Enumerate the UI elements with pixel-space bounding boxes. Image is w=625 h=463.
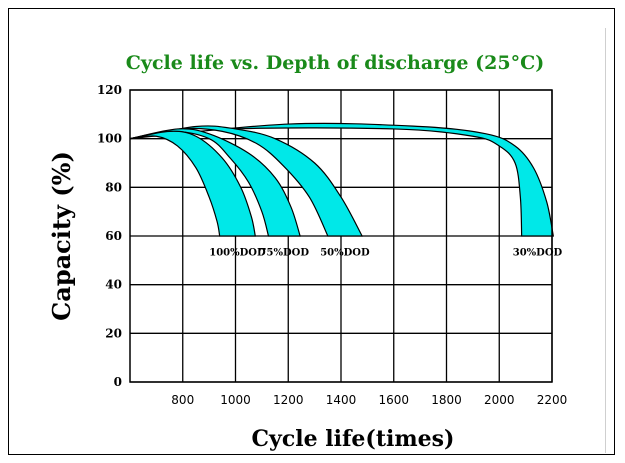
chart-frame — [8, 8, 615, 455]
x-tick-label: 800 — [171, 393, 194, 407]
y-tick-label: 0 — [114, 375, 122, 389]
y-tick-label: 120 — [97, 83, 122, 97]
chart-title: Cycle life vs. Depth of discharge (25°C) — [126, 52, 544, 74]
y-tick-label: 80 — [105, 180, 122, 194]
dod-label: 50%DOD — [320, 247, 370, 258]
bands — [129, 122, 555, 237]
band-50pct-dod — [129, 125, 364, 237]
x-tick-label: 1000 — [220, 393, 251, 407]
x-tick-label: 1800 — [431, 393, 462, 407]
x-ticks: 800 1000 1200 1400 1600 1800 2000 2200 — [171, 393, 567, 407]
y-axis-label: Capacity (%) — [47, 151, 76, 321]
plot-area — [129, 89, 553, 383]
x-tick-label: 1200 — [273, 393, 304, 407]
y-tick-label: 60 — [105, 229, 122, 243]
band-100pct-dod — [129, 130, 257, 237]
dod-label: 75%DOD — [260, 247, 310, 258]
x-tick-label: 1400 — [326, 393, 357, 407]
x-axis-label: Cycle life(times) — [252, 426, 455, 452]
divider — [605, 28, 606, 453]
x-tick-label: 2000 — [484, 393, 515, 407]
y-tick-label: 40 — [105, 278, 122, 292]
dod-label: 30%DOD — [513, 247, 563, 258]
y-tick-label: 20 — [105, 326, 122, 340]
plot-frame — [129, 89, 553, 383]
band-75pct-dod — [129, 128, 301, 237]
dod-label: 100%DOD — [209, 247, 266, 258]
x-tick-label: 2200 — [537, 393, 568, 407]
band-30pct-dod — [129, 122, 555, 237]
y-ticks: 0 20 40 60 80 100 120 — [97, 83, 122, 389]
x-tick-label: 1600 — [378, 393, 409, 407]
y-tick-label: 100 — [97, 132, 122, 146]
